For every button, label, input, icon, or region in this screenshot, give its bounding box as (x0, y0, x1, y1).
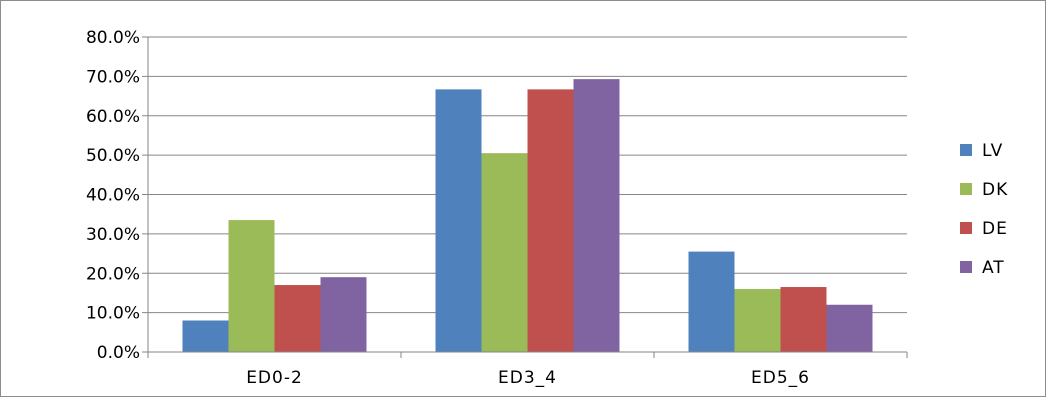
legend: LV DK DE AT (960, 141, 1008, 278)
y-tick-label: 30.0% (86, 225, 140, 245)
x-category-label: ED0-2 (246, 368, 303, 388)
axes: 0.0% 10.0% 20.0% 30.0% 40.0% 50.0% 60.0% 70.0% 8… (86, 28, 908, 388)
bar-at-0 (320, 277, 367, 352)
bar-dk-0 (228, 220, 275, 352)
x-category-label: ED5_6 (751, 368, 810, 388)
y-tick-label: 10.0% (86, 304, 140, 324)
legend-label-dk: DK (982, 180, 1008, 200)
bar-dk-1 (481, 153, 528, 352)
bar-de-0 (274, 285, 321, 352)
y-tick-label: 80.0% (86, 28, 140, 48)
bar-at-2 (826, 304, 873, 352)
bars (182, 79, 873, 353)
legend-label-lv: LV (982, 141, 1003, 161)
y-tick-label: 20.0% (86, 264, 140, 284)
bar-at-1 (573, 79, 620, 352)
bar-de-1 (527, 89, 574, 353)
y-tick-label: 0.0% (97, 343, 140, 363)
bar-lv-0 (182, 320, 229, 352)
legend-swatch-at (960, 261, 972, 273)
y-tick-label: 70.0% (86, 67, 140, 87)
y-tick-label: 60.0% (86, 107, 140, 127)
legend-swatch-de (960, 222, 972, 234)
y-tick-label: 50.0% (86, 146, 140, 166)
legend-swatch-dk (960, 183, 972, 195)
bar-lv-2 (688, 251, 735, 352)
x-category-label: ED3_4 (498, 368, 557, 388)
legend-label-de: DE (982, 219, 1008, 239)
bar-lv-1 (435, 89, 482, 353)
legend-label-at: AT (982, 258, 1005, 278)
bar-de-2 (780, 287, 827, 352)
legend-swatch-lv (960, 144, 972, 156)
y-tick-label: 40.0% (86, 186, 140, 206)
bar-dk-2 (734, 289, 781, 352)
